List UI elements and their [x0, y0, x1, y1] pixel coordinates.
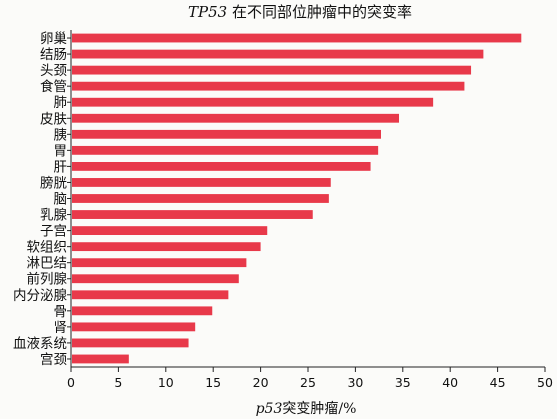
category-label-9: 膀胱: [40, 174, 67, 191]
bar-14: [72, 258, 247, 268]
x-tick-label-3: 15: [205, 375, 221, 390]
bar-12: [72, 226, 268, 236]
xlabel-gene: p53: [256, 401, 283, 417]
bar-0: [72, 33, 522, 43]
category-label-11: 乳腺: [40, 208, 67, 224]
bar-8: [72, 161, 371, 171]
chart-title: TP53 在不同部位肿瘤中的突变率: [188, 3, 412, 21]
category-label-5: 皮肤: [40, 111, 67, 127]
title-gene: TP53: [188, 3, 227, 21]
category-label-15: 前列腺: [27, 271, 68, 288]
bar-18: [72, 322, 196, 332]
bar-1: [72, 49, 484, 59]
xlabel-rest: 突变肿瘤/%: [282, 400, 356, 417]
x-axis-title: p53突变肿瘤/%: [256, 400, 357, 417]
category-label-16: 内分泌腺: [13, 288, 67, 304]
category-label-4: 肺: [54, 95, 68, 111]
bar-4: [72, 97, 434, 107]
category-label-13: 软组织: [27, 240, 68, 256]
bar-9: [72, 178, 331, 187]
category-label-14: 淋巴结: [27, 256, 68, 272]
x-tick-label-5: 25: [300, 375, 316, 390]
x-tick-label-1: 5: [114, 375, 122, 390]
x-tick-label-2: 10: [158, 375, 174, 390]
category-label-2: 头颈: [40, 63, 67, 79]
bar-5: [72, 113, 400, 123]
category-label-20: 宫颈: [40, 352, 67, 368]
x-tick-label-8: 40: [442, 375, 458, 390]
bar-6: [72, 129, 381, 139]
category-label-0: 卵巢: [40, 31, 67, 47]
bar-19: [72, 338, 189, 348]
bar-10: [72, 194, 329, 203]
category-label-18: 肾: [54, 320, 68, 336]
category-labels-group: 卵巢结肠头颈食管肺皮肤胰胃肝膀胱脑乳腺子宫软组织淋巴结前列腺内分泌腺骨肾血液系统…: [13, 31, 67, 368]
x-tick-label-7: 35: [395, 375, 411, 390]
bar-11: [72, 210, 313, 219]
bar-2: [72, 65, 472, 75]
category-label-10: 脑: [54, 192, 68, 208]
x-tick-label-10: 50: [537, 375, 553, 390]
bar-20: [72, 354, 129, 364]
x-tick-label-0: 0: [67, 375, 75, 390]
category-label-1: 结肠: [40, 47, 67, 63]
bars-group: [72, 33, 522, 364]
bar-16: [72, 290, 229, 300]
x-tick-label-9: 45: [490, 375, 506, 390]
bar-15: [72, 274, 239, 284]
bar-7: [72, 145, 379, 155]
title-rest: 在不同部位肿瘤中的突变率: [227, 3, 412, 21]
category-label-3: 食管: [40, 78, 67, 95]
category-label-19: 血液系统: [13, 336, 67, 352]
bar-17: [72, 306, 213, 316]
category-label-8: 肝: [54, 159, 68, 175]
category-label-7: 胃: [54, 143, 68, 159]
bar-3: [72, 81, 465, 91]
x-tick-label-6: 30: [347, 375, 363, 390]
bar-13: [72, 242, 261, 252]
category-label-12: 子宫: [40, 224, 67, 240]
x-tick-label-4: 20: [253, 375, 269, 390]
category-label-6: 胰: [54, 127, 68, 143]
category-label-17: 骨: [54, 304, 68, 320]
x-ticks-group: 0 5 10 15 20 25 30 35 40 45 50: [67, 37, 553, 390]
